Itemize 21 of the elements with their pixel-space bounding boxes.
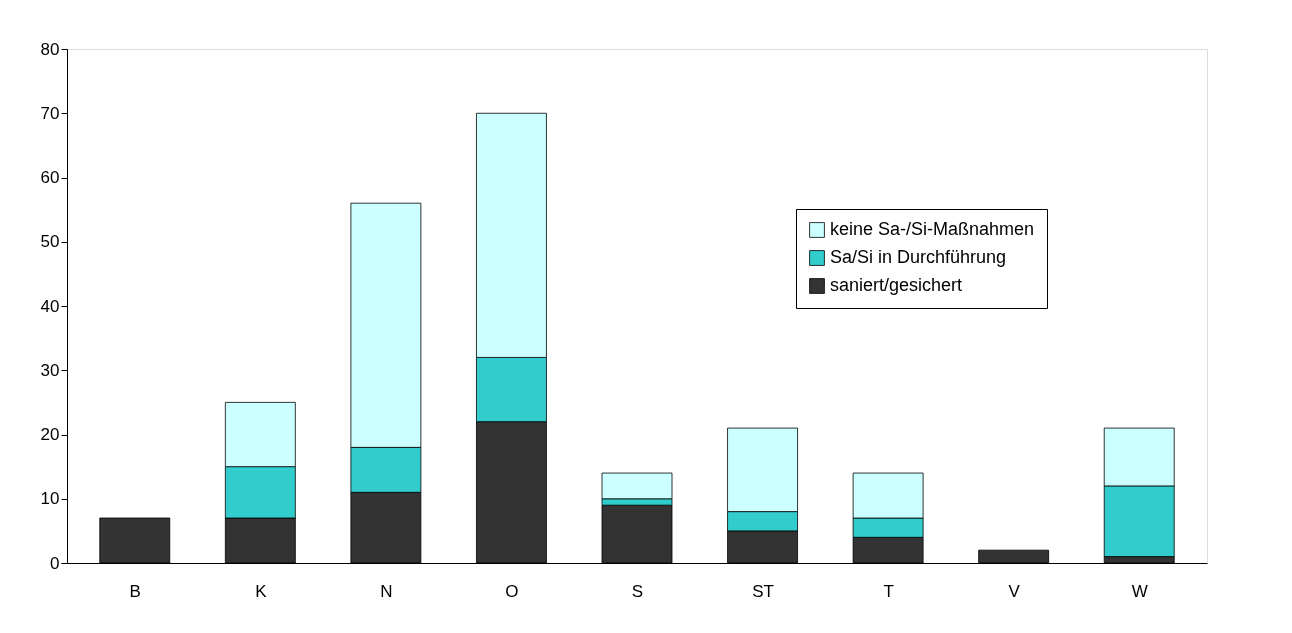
y-tick-label: 80: [40, 39, 60, 59]
legend-label: keine Sa-/Si-Maßnahmen: [830, 219, 1035, 239]
x-tick-label: S: [631, 581, 644, 601]
y-tick-label: 50: [40, 232, 60, 252]
x-tick-label: B: [129, 581, 141, 601]
x-tick-label: W: [1131, 581, 1148, 601]
x-tick-label: ST: [752, 581, 774, 601]
x-tick-label: K: [255, 581, 268, 601]
legend-label: Sa/Si in Durchführung: [830, 247, 1007, 267]
legend-label: saniert/gesichert: [830, 275, 963, 295]
y-tick-label: 30: [40, 360, 60, 380]
y-tick-label: 40: [40, 296, 60, 316]
y-tick-label: 10: [40, 489, 60, 509]
y-tick-label: 20: [40, 425, 60, 444]
x-tick-label: N: [380, 581, 393, 601]
y-tick-label: 70: [40, 103, 60, 123]
y-tick-label: 0: [50, 553, 60, 573]
x-tick-label: V: [1008, 581, 1021, 601]
y-tick-label: 60: [40, 168, 60, 187]
x-tick-label: O: [505, 581, 519, 601]
x-tick-label: T: [883, 581, 894, 601]
